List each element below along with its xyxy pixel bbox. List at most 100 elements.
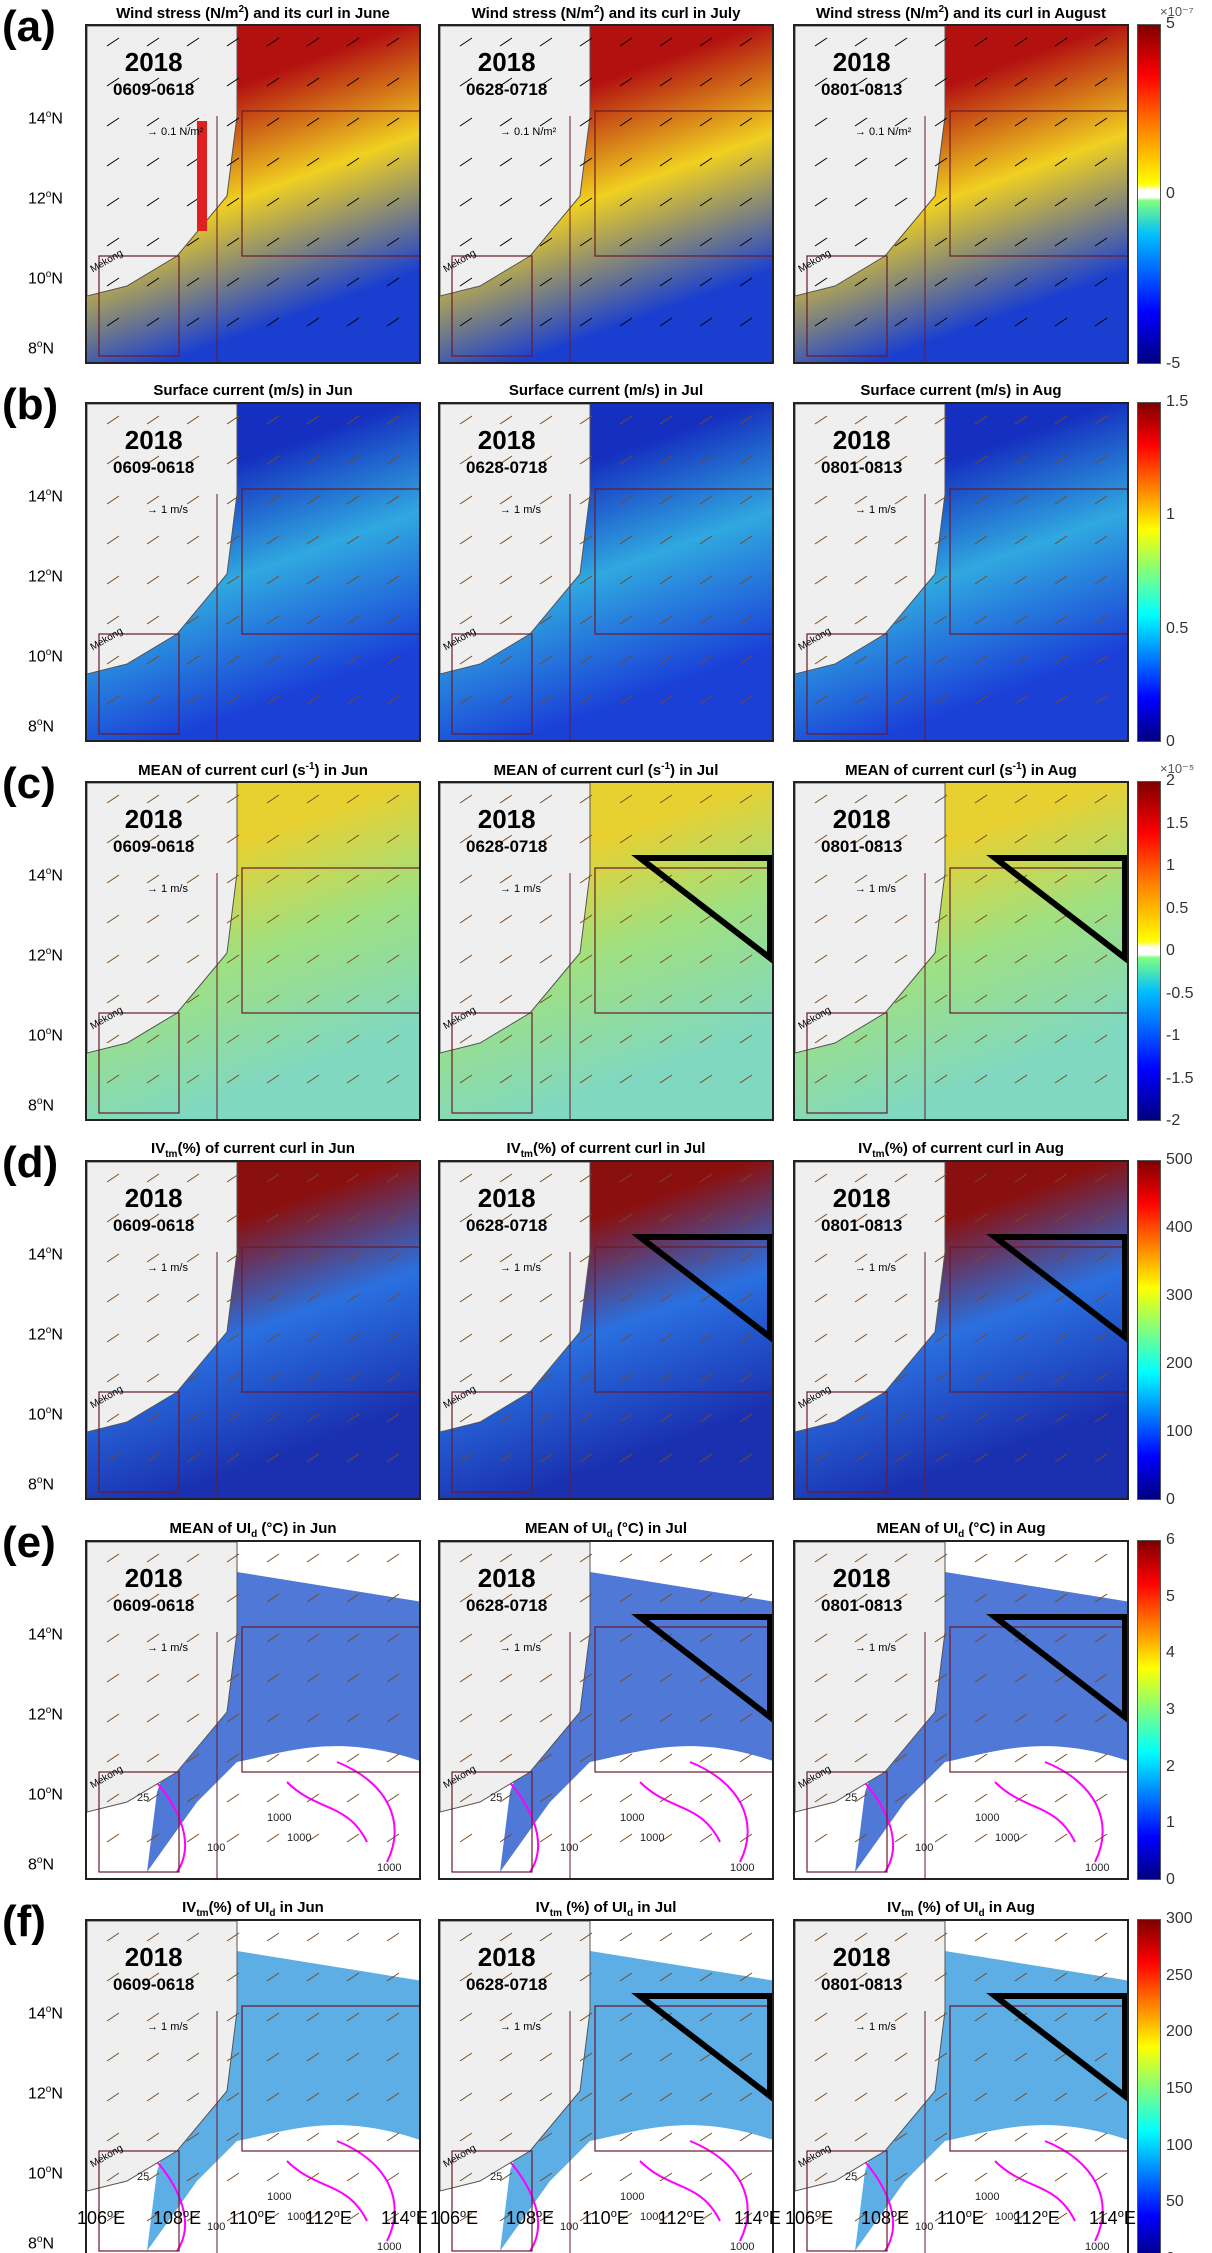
vector-arrow: [974, 157, 988, 167]
colorbar: [1137, 24, 1161, 364]
vector-arrow: [934, 794, 948, 804]
vector-arrow: [499, 535, 513, 545]
vector-arrow: [539, 77, 553, 87]
vector-arrow: [146, 874, 160, 884]
vector-arrow: [106, 874, 120, 884]
contour-label: 100: [560, 2221, 579, 2233]
degree: o: [36, 1855, 43, 1866]
title-part: tm: [520, 1149, 533, 1160]
colorbar: [1137, 402, 1161, 742]
vector-arrow: [619, 77, 633, 87]
vector-arrow: [974, 794, 988, 804]
vector-arrow: [459, 2172, 473, 2182]
contour-label: 1000: [640, 2211, 665, 2223]
vector-arrow: [659, 695, 673, 705]
vector-arrow: [894, 1633, 908, 1643]
vector-arrow: [386, 1333, 400, 1343]
vector-arrow: [814, 1793, 828, 1803]
vector-arrow: [146, 1793, 160, 1803]
vector-arrow: [814, 2172, 828, 2182]
vector-arrow: [459, 455, 473, 465]
colorbar: [1137, 1540, 1161, 1880]
vector-scale-label: → 1 m/s: [147, 1262, 188, 1274]
vector-arrow: [579, 455, 593, 465]
vector-arrow: [1014, 197, 1028, 207]
vector-arrow: [974, 2212, 988, 2222]
vector-arrow: [699, 655, 713, 665]
vector-arrow: [386, 2212, 400, 2222]
vector-arrow: [894, 1453, 908, 1463]
lon-label: 106oE: [785, 2208, 834, 2228]
vector-arrow: [226, 834, 240, 844]
vector-arrow: [306, 1553, 320, 1563]
vector-arrow: [386, 1833, 400, 1843]
vector-arrow: [814, 317, 828, 327]
vector-arrow: [306, 1932, 320, 1942]
map-panel: 2018 0801-0813 → 1 m/s Mekong: [793, 781, 1129, 1121]
vector-arrow: [739, 994, 753, 1004]
degree: o: [409, 2208, 416, 2220]
vector-arrow: [539, 2012, 553, 2022]
vector-arrow: [974, 117, 988, 127]
vector-arrow: [1054, 77, 1068, 87]
vector-arrow: [814, 2092, 828, 2102]
vector-arrow: [459, 1753, 473, 1763]
vector-arrow: [266, 1293, 280, 1303]
map-panel: 2018 0801-0813 → 1 m/s Mekong 1000 1000 1000 10…: [793, 1919, 1129, 2253]
vector-arrow: [579, 794, 593, 804]
vector-arrow: [499, 2052, 513, 2062]
study-box: [949, 867, 1127, 1014]
vector-arrow: [854, 117, 868, 127]
vector-arrow: [226, 2132, 240, 2142]
vector-arrow: [814, 1034, 828, 1044]
vector-arrow: [854, 2212, 868, 2222]
vector-arrow: [739, 2092, 753, 2102]
vector-arrow: [186, 1213, 200, 1223]
row-label: (e): [2, 1518, 56, 1567]
vector-arrow: [1054, 1413, 1068, 1423]
vector-arrow: [854, 157, 868, 167]
panel-row: (d) IVtm(%) of current curl in Jun 2018 060…: [0, 1136, 1212, 1516]
title-part: ) and its curl in June: [244, 5, 390, 22]
title-part: (%) of current curl in Jul: [532, 1140, 706, 1157]
vector-arrow: [386, 1074, 400, 1084]
degree: o: [45, 1026, 52, 1037]
vector-arrow: [699, 1074, 713, 1084]
title-part: MEAN of UI: [169, 1520, 252, 1537]
map-overlay: [440, 404, 772, 740]
vector-arrow: [539, 37, 553, 47]
vector-arrow: [814, 1713, 828, 1723]
vector-arrow: [499, 1034, 513, 1044]
vector-arrow: [699, 237, 713, 247]
vector-arrow: [974, 455, 988, 465]
panel-title: IVtm(%) of current curl in Jul: [428, 1140, 784, 1160]
triangle-region: [631, 855, 772, 964]
vector-arrow: [894, 455, 908, 465]
vector-arrow: [854, 1333, 868, 1343]
vector-arrow: [814, 1213, 828, 1223]
vector-arrow: [619, 874, 633, 884]
vector-scale-label: → 0.1 N/m²: [500, 126, 557, 138]
vector-arrow: [854, 1173, 868, 1183]
vector-arrow: [499, 954, 513, 964]
vector-arrow: [226, 2172, 240, 2182]
vector-arrow: [226, 197, 240, 207]
vector-arrow: [1054, 277, 1068, 287]
vector-arrow: [974, 317, 988, 327]
vector-arrow: [1014, 1673, 1028, 1683]
vector-arrow: [346, 1833, 360, 1843]
vector-arrow: [619, 1413, 633, 1423]
triangle-region: [986, 1614, 1127, 1723]
vector-arrow: [619, 117, 633, 127]
vector-arrow: [854, 1074, 868, 1084]
vector-arrow: [739, 1553, 753, 1563]
vector-arrow: [226, 874, 240, 884]
vector-arrow: [226, 2052, 240, 2062]
colorbar-tick: 0: [1166, 1491, 1175, 1508]
map-overlay: [87, 26, 419, 362]
vector-arrow: [106, 1333, 120, 1343]
vector-arrow: [1014, 2092, 1028, 2102]
vector-arrow: [459, 1333, 473, 1343]
vector-arrow: [934, 117, 948, 127]
land: [795, 783, 946, 1054]
